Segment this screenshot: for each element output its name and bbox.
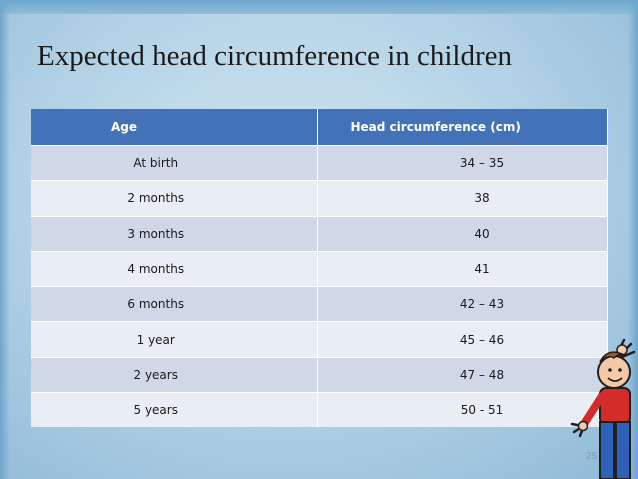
table-row: 5 years 50 - 51 xyxy=(31,392,608,428)
head-circumference-cell: 42 – 43 xyxy=(317,286,608,322)
table-row: 6 months 42 – 43 xyxy=(31,286,608,322)
slide-frame-right xyxy=(628,0,638,479)
waving-cartoon-child-icon xyxy=(570,338,636,479)
age-cell: 3 months xyxy=(31,215,318,252)
table-row: 2 months 38 xyxy=(31,180,608,217)
age-cell: 2 years xyxy=(31,356,318,393)
age-cell: At birth xyxy=(31,144,318,181)
age-cell: 6 months xyxy=(31,286,318,322)
head-circumference-cell: 41 xyxy=(317,250,608,287)
slide-title: Expected head circumference in children xyxy=(37,40,513,72)
table-row: At birth 34 – 35 xyxy=(31,144,608,181)
head-circumference-cell: 50 - 51 xyxy=(317,392,608,428)
table-row: 2 years 47 – 48 xyxy=(31,356,608,393)
head-circumference-cell: 34 – 35 xyxy=(317,144,608,181)
table-header-row: Age Head circumference (cm) xyxy=(31,109,608,146)
head-circumference-cell: 40 xyxy=(317,215,608,252)
age-column-header: Age xyxy=(31,109,318,146)
head-circumference-table: Age Head circumference (cm) At birth 34 … xyxy=(31,109,608,428)
age-cell: 2 months xyxy=(31,180,318,217)
head-circumference-cell: 47 – 48 xyxy=(317,356,608,393)
head-circumference-column-header: Head circumference (cm) xyxy=(317,109,608,146)
slide-frame-top xyxy=(0,0,638,14)
age-cell: 5 years xyxy=(31,392,318,428)
table-row: 3 months 40 xyxy=(31,215,608,252)
slide-frame-left xyxy=(0,0,10,479)
table-row: 4 months 41 xyxy=(31,250,608,287)
head-circumference-cell: 38 xyxy=(317,180,608,217)
age-cell: 4 months xyxy=(31,250,318,287)
table-row: 1 year 45 – 46 xyxy=(31,321,608,358)
page-number: 25 xyxy=(586,451,598,462)
head-circumference-cell: 45 – 46 xyxy=(317,321,608,358)
age-cell: 1 year xyxy=(31,321,318,358)
